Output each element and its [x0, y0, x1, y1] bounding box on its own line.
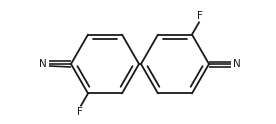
- Text: N: N: [233, 59, 241, 69]
- Text: N: N: [39, 59, 47, 69]
- Text: F: F: [197, 11, 203, 21]
- Text: F: F: [77, 107, 83, 117]
